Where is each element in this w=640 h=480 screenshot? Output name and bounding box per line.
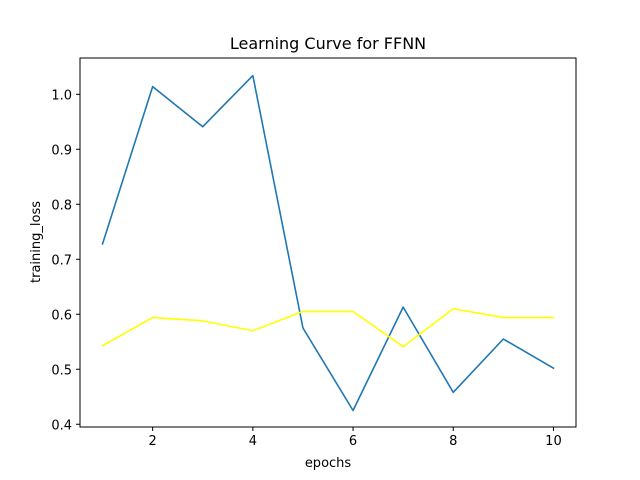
series-line-2 [101,307,555,348]
series-line-1 [101,74,555,412]
x-tick-label: 2 [149,434,157,449]
y-tick-label: 0.6 [51,308,72,323]
x-tick-label: 4 [249,434,257,449]
x-axis-label: epochs [305,456,352,471]
x-tick-label: 6 [349,434,357,449]
y-tick-label: 0.8 [51,198,72,213]
plot-frame [79,57,577,428]
x-tick-label: 10 [545,434,562,449]
y-tick-label: 0.9 [51,143,72,158]
x-tick-label: 8 [449,434,457,449]
series-layer [101,74,555,412]
x-axis: 2 4 6 8 10 [149,427,562,449]
y-tick-label: 0.7 [51,253,72,268]
y-axis-label: training_loss [29,201,44,283]
y-tick-label: 1.0 [51,88,72,103]
y-tick-label: 0.5 [51,363,72,378]
y-axis: 0.4 0.5 0.6 0.7 0.8 0.9 1.0 [51,88,80,433]
chart-title: Learning Curve for FFNN [230,34,426,53]
y-tick-label: 0.4 [51,418,72,433]
